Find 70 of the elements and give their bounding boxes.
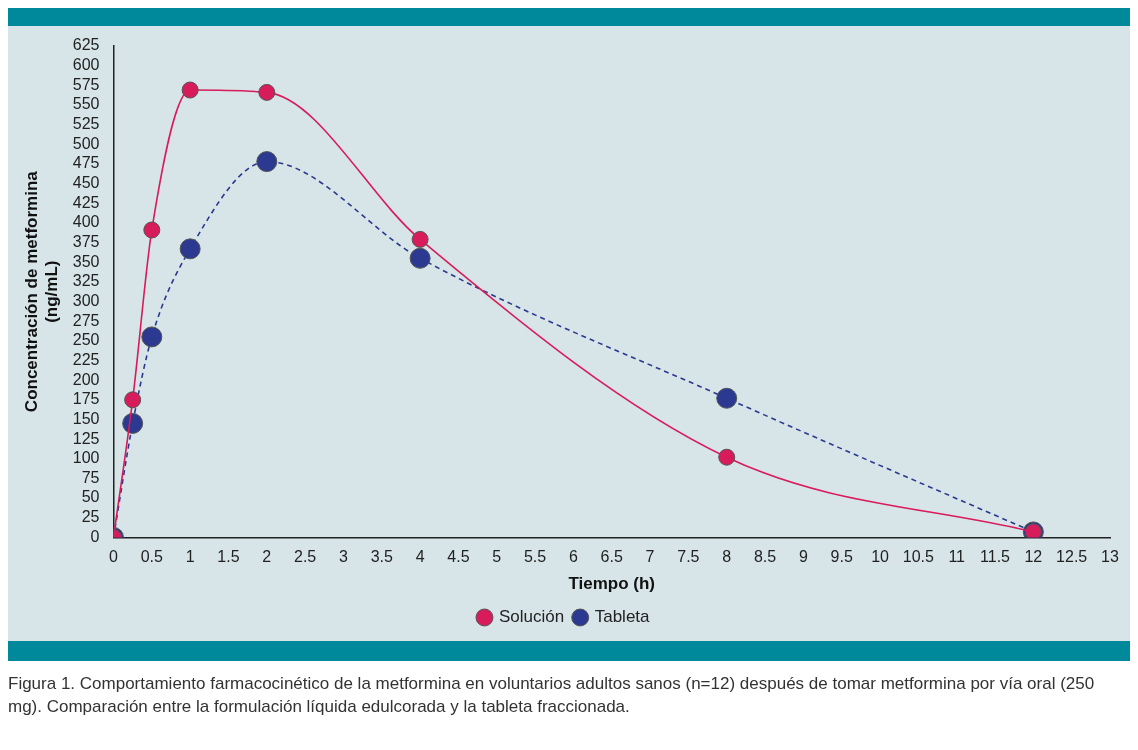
y-tick-label: 450 xyxy=(72,174,100,191)
x-tick-label: 6 xyxy=(568,548,578,566)
point xyxy=(141,326,163,348)
y-tick-label: 25 xyxy=(81,508,100,526)
y-tick-label: 150 xyxy=(72,409,100,427)
x-tick-label: 8.5 xyxy=(753,548,777,566)
y-tick-label: 200 xyxy=(72,370,100,388)
y-tick-label: 125 xyxy=(72,429,100,447)
y-tick-label: 375 xyxy=(72,232,100,250)
y-tick-label: 425 xyxy=(72,193,100,211)
x-tick-label: 7.5 xyxy=(677,548,700,566)
point xyxy=(143,221,161,239)
point xyxy=(124,391,142,409)
x-tick-label: 13 xyxy=(1101,548,1119,566)
point xyxy=(716,387,738,409)
y-tick-label: 625 xyxy=(72,36,100,54)
point xyxy=(179,238,201,260)
y-tick-label: 400 xyxy=(72,213,100,231)
y-tick-label: 225 xyxy=(72,350,100,368)
x-tick-label: 4 xyxy=(415,548,425,566)
y-tick-label: 175 xyxy=(72,390,100,408)
y-tick-label: 550 xyxy=(72,95,100,113)
point xyxy=(411,230,429,248)
point xyxy=(409,247,431,269)
y-tick-label: 300 xyxy=(72,291,100,309)
x-tick-label: 5.5 xyxy=(523,548,547,566)
y-tick-label: 325 xyxy=(72,272,100,290)
x-tick-label: 2 xyxy=(262,548,272,566)
x-tick-label: 12 xyxy=(1024,548,1043,566)
point xyxy=(181,81,199,99)
y-tick-label: 475 xyxy=(72,154,100,172)
x-tick-label: 10 xyxy=(871,548,890,566)
x-tick-label: 10.5 xyxy=(902,548,935,566)
text: Figura 1. Comportamiento farmacocinético de la metformina en voluntarios adultos sanos (n=12) después de tomar metformina por vía oral (250 mg). Comparación entre la formulación líquida edulcorada y la tableta fraccionada. xyxy=(8,673,1096,718)
x-tick-label: 11 xyxy=(948,548,966,566)
point xyxy=(122,412,144,434)
y-tick-label: 575 xyxy=(72,75,100,93)
x-tick-label: 6.5 xyxy=(600,548,623,566)
y-tick-label: 100 xyxy=(72,449,100,467)
x-tick-label: 1 xyxy=(185,548,195,566)
x-tick-label: 8 xyxy=(722,548,732,566)
y-tick-label: 525 xyxy=(72,115,100,133)
y-tick-label: 50 xyxy=(81,488,100,506)
x-tick-label: 5 xyxy=(492,548,502,566)
x-tick-label: 3 xyxy=(339,548,348,566)
x-tick-label: 12.5 xyxy=(1056,548,1088,566)
x-tick-label: 3.5 xyxy=(370,548,393,566)
x-tick-label: 11.5 xyxy=(980,548,1011,566)
point xyxy=(258,83,276,101)
x-tick-label: 9.5 xyxy=(830,548,853,566)
point xyxy=(256,151,278,173)
x-tick-label: 1.5 xyxy=(217,548,240,566)
legend-label: Tableta xyxy=(594,607,651,627)
x-tick-label: 4.5 xyxy=(447,548,470,566)
y-tick-label: 0 xyxy=(90,527,100,545)
legend-label: Solución xyxy=(498,607,565,627)
point xyxy=(718,448,736,466)
x-tick-label: 0.5 xyxy=(140,548,164,566)
x-axis-title: Tiempo (h) xyxy=(568,574,656,594)
y-tick-label: 600 xyxy=(72,56,100,74)
y-tick-label: 275 xyxy=(72,311,100,329)
y-tick-label: 250 xyxy=(72,331,100,349)
x-tick-label: 7 xyxy=(645,548,655,566)
x-tick-label: 0 xyxy=(109,548,119,566)
x-tick-label: 2.5 xyxy=(294,548,317,566)
x-tick-label: 9 xyxy=(798,548,808,566)
y-tick-label: 500 xyxy=(72,134,100,152)
y-tick-label: 75 xyxy=(81,468,100,486)
y-axis-title: Concentración de metformina (ng/mL) xyxy=(21,170,62,413)
y-tick-label: 350 xyxy=(72,252,100,270)
